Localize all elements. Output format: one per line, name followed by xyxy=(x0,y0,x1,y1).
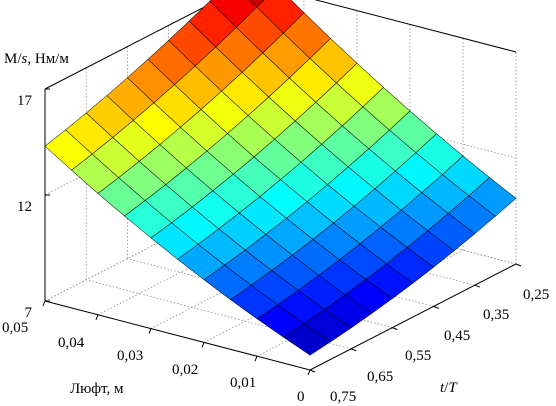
y-tick-mark xyxy=(351,348,357,352)
y-tick-label: 0,25 xyxy=(523,287,549,303)
x-tick-label: 0,01 xyxy=(230,375,256,391)
z-tick-label: 17 xyxy=(17,93,33,109)
x-tick-mark xyxy=(148,328,152,334)
x-axis-label: Люфт, м xyxy=(70,381,124,397)
axes-frame xyxy=(42,88,522,376)
z-tick-label: 7 xyxy=(25,305,33,321)
x-tick-mark xyxy=(42,300,46,307)
y-tick-mark xyxy=(309,369,316,373)
x-tick-mark xyxy=(95,314,99,320)
x-tick-label: 0,03 xyxy=(117,348,143,364)
z-tick-label: 12 xyxy=(17,199,32,215)
y-axis-label: t/T xyxy=(440,380,458,396)
y-tick-mark xyxy=(474,284,480,288)
axis-box-edge xyxy=(314,0,517,53)
x-axis-line xyxy=(44,300,311,371)
y-tick-label: 0,55 xyxy=(405,348,431,364)
y-tick-label: 0,65 xyxy=(367,369,393,385)
surface-patch xyxy=(249,0,265,8)
x-tick-label: 0,04 xyxy=(58,335,85,351)
y-axis-line xyxy=(309,263,517,371)
y-tick-mark xyxy=(392,327,398,331)
surface-patch xyxy=(283,323,332,356)
y-tick-mark xyxy=(515,263,522,267)
surface-plot xyxy=(44,0,517,356)
y-tick-mark xyxy=(433,305,439,309)
x-tick-mark xyxy=(307,369,311,376)
x-tick-label: 0,02 xyxy=(172,362,198,378)
x-tick-label: 0,05 xyxy=(2,320,28,336)
x-tick-mark xyxy=(201,342,205,348)
z-axis-label: M/s, Нм/м xyxy=(4,51,69,67)
y-tick-label: 0,35 xyxy=(483,307,509,323)
x-tick-label: 0 xyxy=(297,389,305,405)
y-tick-label: 0,45 xyxy=(444,328,470,344)
x-tick-mark xyxy=(254,356,258,362)
y-tick-label: 0,75 xyxy=(330,389,356,405)
